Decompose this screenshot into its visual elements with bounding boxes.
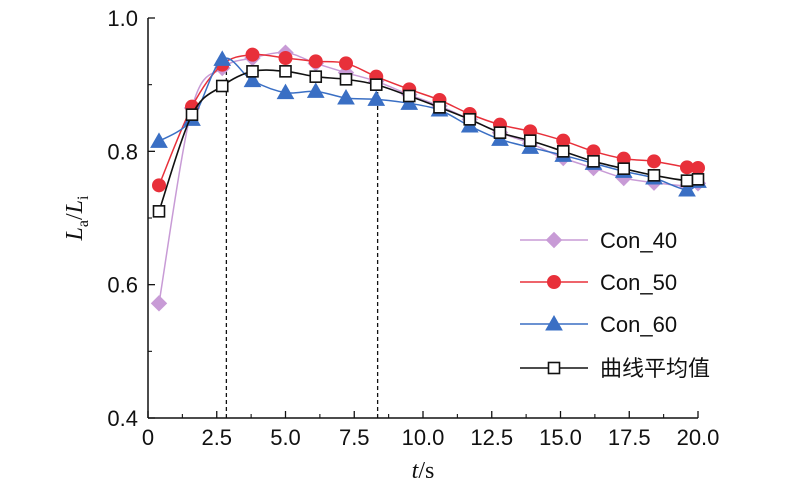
- y-tick-label-3: 0.8: [107, 139, 138, 164]
- legend-item-1: Con_40: [520, 228, 677, 253]
- y-axis-denominator: L: [62, 200, 88, 214]
- legend-label-1: Con_40: [600, 228, 677, 253]
- y-axis-numerator-sub: a: [75, 220, 92, 227]
- y-tick-label-1: 0.4: [107, 406, 138, 431]
- x-tick-label-6: 12.5: [470, 425, 513, 450]
- series-3-point-6: [306, 82, 325, 98]
- legend-marker-2: [547, 275, 561, 289]
- series-4: [152, 65, 705, 218]
- series-3-point-8: [367, 90, 386, 106]
- x-tick-label-9: 20.0: [677, 425, 720, 450]
- series-2-point-5: [278, 51, 293, 65]
- series-3-point-3: [213, 50, 232, 66]
- legend-label-4: 曲线平均值: [600, 356, 710, 381]
- series-4-point-5: [279, 65, 292, 78]
- series-4-point-19: [691, 173, 705, 186]
- series-3-point-18: [678, 180, 696, 197]
- series-3-point-4: [243, 71, 262, 88]
- series-line-3: [158, 57, 699, 191]
- x-axis-variable: t: [412, 458, 420, 484]
- y-axis-denominator-sub: i: [75, 195, 92, 200]
- series-4-point-12: [493, 126, 507, 139]
- x-tick-label-3: 5.0: [270, 425, 301, 450]
- legend-marker-3: [545, 314, 563, 331]
- series-2-point-6: [308, 54, 323, 69]
- series-3-point-9: [400, 94, 419, 110]
- series-4-point-15: [587, 155, 600, 168]
- series-3-point-1: [150, 132, 168, 148]
- series-2-point-7: [339, 56, 353, 71]
- series-4-point-6: [309, 70, 323, 83]
- y-tick-label-2: 0.6: [107, 273, 138, 298]
- series-4-point-17: [647, 169, 661, 182]
- series-4-point-18: [680, 174, 694, 187]
- legend-item-4: 曲线平均值: [520, 356, 710, 381]
- x-tick-label-4: 7.5: [339, 425, 370, 450]
- x-tick-label-7: 15.0: [539, 425, 582, 450]
- series-4-point-4: [246, 65, 259, 78]
- series-4-point-3: [215, 79, 229, 93]
- x-tick-label-5: 10.0: [402, 425, 445, 450]
- series-4-point-7: [339, 73, 353, 86]
- x-axis-title: t/s: [412, 458, 435, 484]
- series-4-point-10: [433, 101, 446, 114]
- legend: Con_40 Con_50 Con_60 曲线平均值: [520, 228, 710, 381]
- series-2-point-17: [647, 154, 661, 169]
- series-4-point-2: [185, 108, 199, 121]
- series-4-point-9: [402, 89, 416, 103]
- series-1-point-1: [150, 295, 168, 312]
- y-axis-title: La/Li: [62, 195, 92, 242]
- axis-titles: t/s La/Li: [62, 195, 434, 484]
- series-layer: [150, 44, 707, 312]
- series-4-point-14: [556, 145, 570, 158]
- legend-label-3: Con_60: [600, 312, 677, 337]
- series-3-point-7: [337, 88, 355, 105]
- x-axis-unit: /s: [418, 458, 434, 484]
- reference-lines: [225, 71, 379, 418]
- series-4-point-1: [152, 205, 166, 218]
- axes: 0 2.5 5.0 7.5 10.0 12.5 15.0 17.5 20.0 0.4 0.6 0.8 1…: [107, 6, 719, 450]
- legend-marker-1: [545, 231, 563, 249]
- legend-item-2: Con_50: [520, 270, 677, 295]
- x-tick-label-1: 0: [142, 425, 154, 450]
- series-3-point-5: [276, 83, 295, 100]
- y-tick-label-4: 1.0: [107, 6, 138, 31]
- x-tick-label-8: 17.5: [608, 425, 651, 450]
- series-4-point-8: [369, 78, 383, 91]
- series-2-point-4: [245, 47, 260, 62]
- y-axis-numerator: L: [62, 227, 88, 241]
- series-2-point-1: [152, 178, 166, 193]
- legend-item-3: Con_60: [520, 312, 677, 337]
- series-line-4: [158, 69, 699, 212]
- series-line-2: [158, 53, 699, 186]
- x-tick-label-2: 2.5: [201, 425, 232, 450]
- series-4-point-16: [617, 162, 631, 175]
- series-4-point-11: [463, 113, 477, 126]
- legend-marker-4: [547, 361, 561, 375]
- y-axis-separator: /: [62, 213, 88, 220]
- legend-label-2: Con_50: [600, 270, 677, 295]
- series-4-point-13: [523, 134, 537, 147]
